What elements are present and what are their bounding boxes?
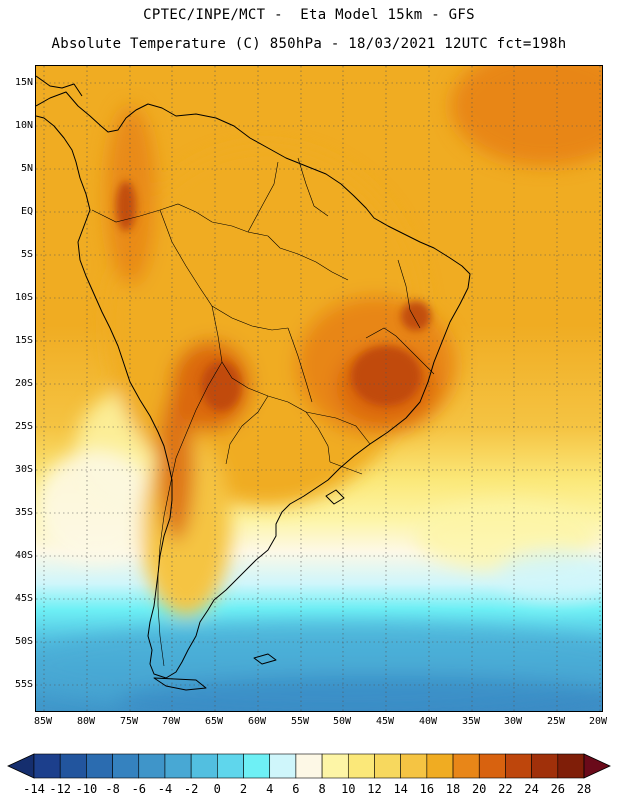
colorbar-cell xyxy=(505,753,532,779)
colorbar-label: -12 xyxy=(49,782,72,796)
colorbar-cell xyxy=(452,753,480,779)
colorbar-cell xyxy=(243,753,271,779)
chart-subtitle: Absolute Temperature (C) 850hPa - 18/03/… xyxy=(51,36,567,52)
lat-label: 5N xyxy=(20,163,33,174)
colorbar-cell xyxy=(59,753,87,779)
coastline xyxy=(36,75,471,691)
lat-label: 55S xyxy=(14,679,33,690)
colorbar-label: 22 xyxy=(498,782,513,796)
temperature-hotspots xyxy=(116,181,431,411)
lon-label: 75W xyxy=(119,716,139,727)
colorbar-label: 16 xyxy=(419,782,435,796)
lon-label: 55W xyxy=(290,716,310,727)
colorbar-cell xyxy=(374,753,401,779)
lat-label: EQ xyxy=(20,206,33,217)
colorbar-cell xyxy=(33,753,61,779)
colorbar xyxy=(7,753,611,779)
colorbar-cell xyxy=(557,753,585,779)
colorbar-cell xyxy=(295,753,323,779)
country-borders xyxy=(91,157,435,667)
colorbar-cell xyxy=(164,753,192,779)
chart-title: CPTEC/INPE/MCT - Eta Model 15km - GFS xyxy=(143,7,475,23)
colorbar-label: -8 xyxy=(105,782,120,796)
colorbar-cell xyxy=(478,753,506,779)
colorbar-cell xyxy=(269,753,297,779)
lat-label: 15S xyxy=(14,335,33,346)
colorbar-label: 8 xyxy=(318,782,326,796)
lon-label: 80W xyxy=(76,716,96,727)
colorbar-cell xyxy=(531,753,559,779)
lon-label: 50W xyxy=(332,716,352,727)
lat-label: 10N xyxy=(14,120,33,131)
colorbar-label: 6 xyxy=(292,782,300,796)
temperature-map xyxy=(36,66,602,711)
lon-label: 85W xyxy=(33,716,53,727)
colorbar-cell xyxy=(138,753,166,779)
lon-label: 30W xyxy=(503,716,523,727)
colorbar-cell xyxy=(217,753,244,779)
lon-label: 20W xyxy=(588,716,608,727)
lat-label: 10S xyxy=(14,292,33,303)
colorbar-right-arrow xyxy=(583,753,611,779)
colorbar-label: -10 xyxy=(75,782,98,796)
colorbar-label: -14 xyxy=(23,782,45,796)
lon-label: 25W xyxy=(546,716,566,727)
colorbar-label: 2 xyxy=(239,782,248,796)
colorbar-cell xyxy=(190,753,218,779)
lat-label: 50S xyxy=(14,636,33,647)
colorbar-label: -6 xyxy=(131,782,147,796)
lat-label: 45S xyxy=(14,593,33,604)
lat-label: 15N xyxy=(14,77,33,88)
colorbar-cell xyxy=(426,753,454,779)
colorbar-label: 12 xyxy=(367,782,382,796)
colorbar-label: 24 xyxy=(524,782,539,796)
colorbar-label: 4 xyxy=(266,782,274,796)
colorbar-label: 26 xyxy=(550,782,566,796)
colorbar-label: 18 xyxy=(445,782,461,796)
colorbar-label: -4 xyxy=(157,782,173,796)
lon-label: 60W xyxy=(247,716,267,727)
lon-label: 70W xyxy=(161,716,181,727)
colorbar-cell xyxy=(112,753,140,779)
lon-label: 65W xyxy=(204,716,224,727)
colorbar-label: 14 xyxy=(393,782,408,796)
lat-lon-grid xyxy=(36,66,602,711)
colorbar-label: 28 xyxy=(576,782,592,796)
lon-label: 35W xyxy=(461,716,481,727)
colorbar-left-arrow xyxy=(7,753,35,779)
lon-label: 45W xyxy=(375,716,395,727)
colorbar-cell xyxy=(400,753,428,779)
colorbar-cell xyxy=(347,753,375,779)
map-panel xyxy=(35,65,603,712)
lat-label: 5S xyxy=(20,249,33,260)
colorbar-cell xyxy=(321,753,349,779)
colorbar-label: 20 xyxy=(471,782,487,796)
colorbar-label: 0 xyxy=(213,782,221,796)
colorbar-label: -2 xyxy=(183,782,199,796)
lat-label: 20S xyxy=(14,378,33,389)
lat-label: 30S xyxy=(14,464,33,475)
colorbar-label: 10 xyxy=(341,782,356,796)
lat-label: 35S xyxy=(14,507,33,518)
lat-label: 25S xyxy=(14,421,33,432)
lon-label: 40W xyxy=(418,716,438,727)
colorbar-cell xyxy=(86,753,113,779)
lat-label: 40S xyxy=(14,550,33,561)
